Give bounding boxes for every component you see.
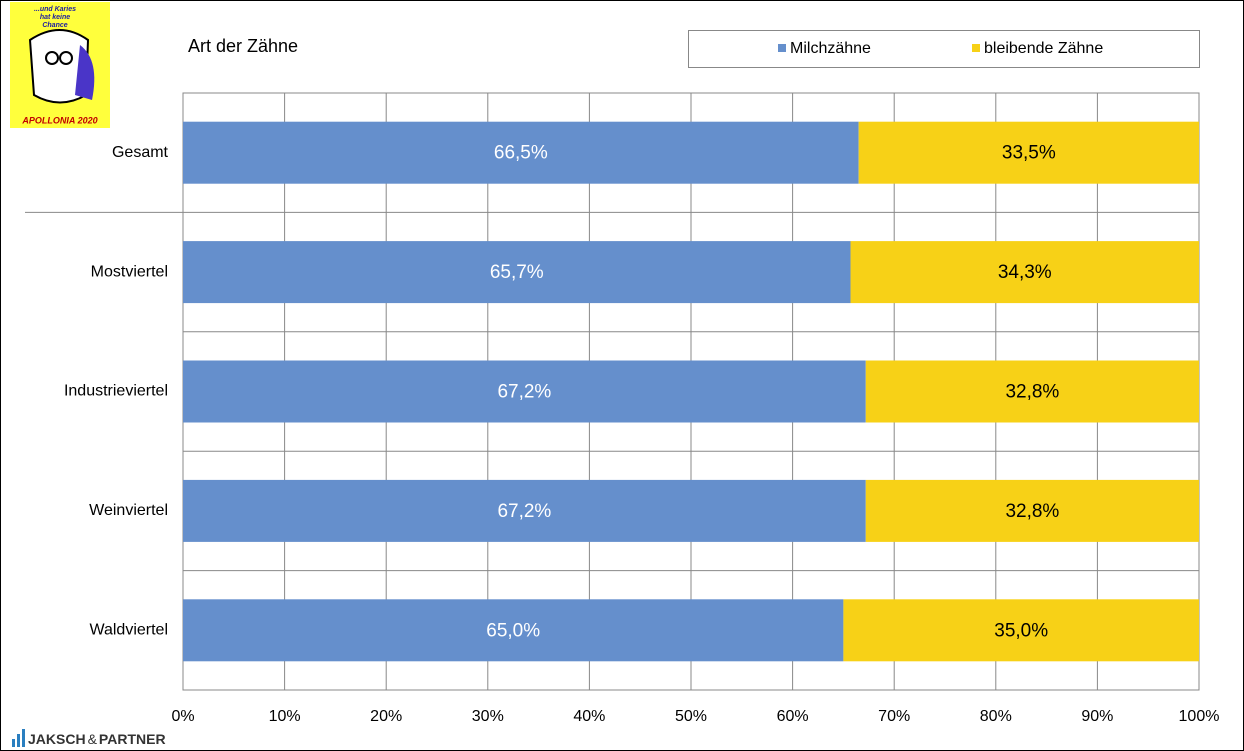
logo: ...und Karies hat keine Chance APOLLONIA… [10, 2, 110, 128]
legend-swatch [972, 44, 980, 52]
value-label: 67,2% [497, 382, 551, 403]
chart-title: Art der Zähne [188, 36, 298, 56]
x-tick-label: 100% [1179, 708, 1220, 725]
footer: JAKSCH & PARTNER [12, 729, 166, 747]
logo-slogan: Chance [42, 22, 67, 29]
logo-eye [45, 51, 59, 65]
x-tick-label: 50% [675, 708, 707, 725]
value-label: 32,8% [1005, 382, 1059, 403]
footer-icon [12, 739, 15, 747]
x-tick-label: 40% [573, 708, 605, 725]
footer-text: & [88, 731, 98, 747]
logo-slogan: ...und Karies [34, 6, 76, 13]
y-tick-label: Industrieviertel [64, 383, 168, 400]
x-tick-label: 20% [370, 708, 402, 725]
y-tick-label: Gesamt [112, 144, 169, 161]
value-label: 33,5% [1002, 143, 1056, 164]
y-tick-label: Weinviertel [89, 502, 168, 519]
legend-box [688, 30, 1200, 68]
x-tick-label: 90% [1081, 708, 1113, 725]
y-tick-label: Waldviertel [89, 622, 168, 639]
bar [850, 241, 1199, 304]
bar [183, 479, 866, 542]
logo-slogan: hat keine [40, 14, 70, 21]
logo-eye [59, 51, 73, 65]
x-tick-label: 30% [472, 708, 504, 725]
bar [865, 479, 1199, 542]
value-label: 34,3% [998, 262, 1052, 283]
bar [843, 599, 1199, 662]
bar [183, 121, 859, 184]
legend-swatch [778, 44, 786, 52]
bar [183, 360, 866, 423]
x-tick-label: 70% [878, 708, 910, 725]
value-label: 67,2% [497, 501, 551, 522]
logo-name: APOLLONIA 2020 [21, 115, 97, 125]
footer-icon [22, 729, 25, 747]
x-tick-label: 0% [171, 708, 194, 725]
value-label: 35,0% [994, 620, 1048, 641]
value-label: 32,8% [1005, 501, 1059, 522]
value-label: 65,7% [490, 262, 544, 283]
footer-text: PARTNER [99, 731, 166, 747]
x-tick-label: 60% [777, 708, 809, 725]
footer-text: JAKSCH [28, 731, 86, 747]
legend-label: bleibende Zähne [984, 40, 1103, 57]
y-tick-label: Mostviertel [91, 263, 168, 280]
footer-icon [17, 734, 20, 747]
legend-label: Milchzähne [790, 40, 871, 57]
value-label: 65,0% [486, 620, 540, 641]
footer-brand: JAKSCH & PARTNER [28, 731, 166, 747]
x-tick-label: 80% [980, 708, 1012, 725]
bar [865, 360, 1199, 423]
x-tick-label: 10% [269, 708, 301, 725]
logo-brush [75, 45, 95, 100]
bar [858, 121, 1199, 184]
bar [183, 599, 844, 662]
bar [183, 241, 851, 304]
value-label: 66,5% [494, 143, 548, 164]
